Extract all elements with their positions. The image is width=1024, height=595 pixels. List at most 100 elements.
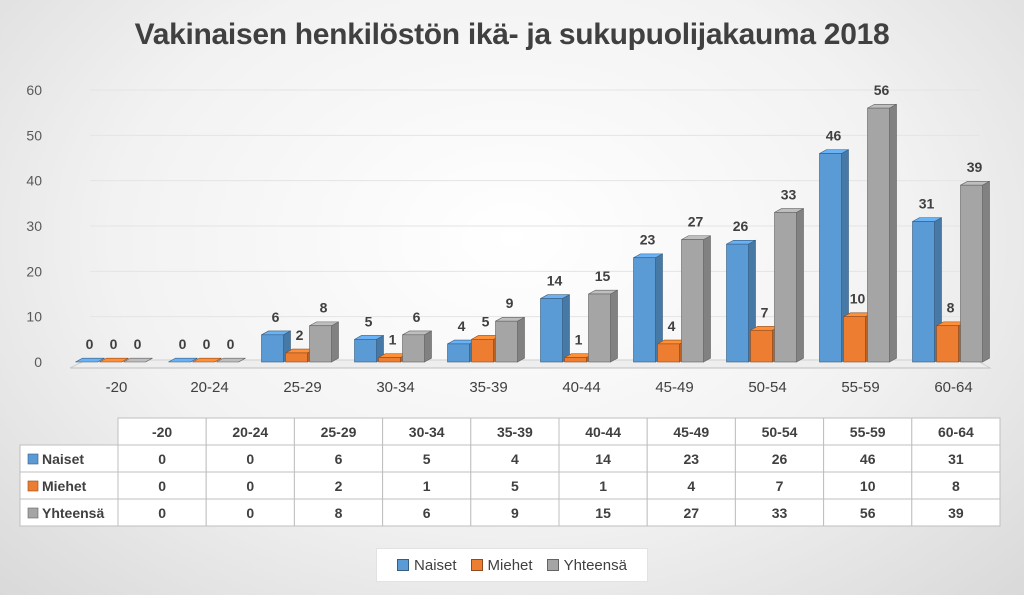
legend-item: Yhteensä (546, 556, 627, 574)
table-cell (293, 498, 384, 527)
y-tick-label: 40 (26, 173, 42, 189)
data-label: 1 (575, 331, 583, 347)
data-label: 10 (850, 291, 866, 307)
table-cell (646, 471, 736, 500)
data-label: 8 (947, 300, 955, 316)
bar (402, 330, 432, 363)
table-header-cell (646, 417, 736, 446)
table-cell-value: 0 (246, 505, 254, 521)
table-header-label: -20 (152, 424, 172, 440)
table-row-label: Miehet (42, 478, 87, 494)
table-header-label: 40-44 (585, 424, 621, 440)
bar (633, 253, 663, 363)
data-label: 9 (506, 295, 514, 311)
legend-item: Naiset (397, 557, 457, 574)
table-cell-value: 27 (684, 505, 700, 521)
table-header-label: 50-54 (762, 424, 798, 440)
table-cell (470, 471, 560, 500)
bar (774, 208, 804, 363)
legend-label: Naiset (414, 556, 457, 574)
bar (75, 357, 105, 363)
table-cell (382, 444, 472, 473)
data-label: 5 (482, 313, 490, 329)
bar (540, 294, 570, 363)
table-cell (117, 498, 207, 527)
table-cell (293, 444, 384, 473)
data-label: 4 (668, 318, 676, 334)
table-header-label: 20-24 (232, 424, 268, 440)
table-cell-value: 6 (423, 505, 431, 521)
bar (681, 235, 711, 363)
table-cell-value: 5 (511, 478, 519, 494)
table-cell (823, 444, 913, 473)
table-header-label: 35-39 (497, 424, 533, 440)
table-cell-value: 1 (423, 478, 431, 494)
table-header-cell (470, 417, 560, 446)
data-label: 0 (203, 336, 211, 352)
x-tick-label: 30-34 (376, 379, 414, 396)
bar (309, 321, 339, 363)
table-cell (382, 498, 472, 527)
data-label: 0 (227, 336, 235, 352)
table-cell-value: 56 (860, 505, 876, 521)
data-label: 0 (179, 336, 187, 352)
x-tick-label: -20 (106, 379, 128, 396)
table-cell (911, 444, 1001, 473)
legend-swatch (397, 559, 410, 571)
table-cell-value: 9 (511, 505, 519, 521)
table-cell-value: 8 (952, 478, 960, 494)
data-label: 46 (826, 127, 842, 143)
data-label: 2 (296, 327, 304, 343)
data-label: 27 (688, 214, 704, 230)
data-table: -20 20-24 25-29 30-34 35-39 40-44 45-49 50-54 55… (19, 417, 1001, 527)
table-cell (734, 471, 825, 500)
table-cell-value: 1 (599, 478, 607, 494)
table-legend-swatch (27, 507, 39, 519)
table-cell-value: 4 (687, 478, 695, 494)
table-header-label: 60-64 (938, 424, 974, 440)
bar (123, 357, 153, 363)
table-cell-value: 0 (246, 478, 254, 494)
x-tick-label: 35-39 (469, 379, 507, 396)
bar (216, 357, 246, 363)
data-label: 6 (413, 309, 421, 325)
x-tick-label: 25-29 (283, 379, 321, 396)
table-header-label: 30-34 (409, 424, 445, 440)
table-cell-value: 4 (511, 451, 519, 467)
table-header-cell (734, 417, 825, 446)
table-cell-value: 15 (595, 505, 611, 521)
table-cell-value: 6 (335, 451, 343, 467)
data-label: 0 (134, 336, 142, 352)
table-header-label: 45-49 (673, 424, 709, 440)
table-cell-value: 7 (776, 478, 784, 494)
table-cell (205, 471, 295, 500)
data-label: 39 (967, 159, 983, 175)
table-cell (734, 498, 825, 527)
data-label: 7 (761, 304, 769, 320)
legend-label: Yhteensä (563, 556, 627, 574)
table-cell (293, 471, 384, 500)
legend-label: Miehet (487, 556, 533, 574)
legend-item: Miehet (470, 556, 533, 574)
data-label: 15 (595, 268, 611, 284)
table-row-label: Yhteensä (42, 505, 104, 521)
bar (960, 180, 990, 363)
x-tick-label: 45-49 (655, 379, 693, 396)
table-header-cell (382, 417, 472, 446)
data-label: 33 (781, 186, 797, 202)
table-header-cell (205, 417, 295, 446)
x-tick-label: 55-59 (841, 379, 879, 396)
legend-swatch (470, 559, 483, 571)
x-tick-label: 50-54 (748, 379, 786, 396)
data-label: 4 (458, 318, 466, 334)
table-cell-value: 2 (335, 478, 343, 494)
table-cell-value: 8 (335, 505, 343, 521)
table-header-label: 55-59 (850, 424, 886, 440)
x-tick-label: 60-64 (934, 379, 972, 396)
bar (495, 316, 525, 363)
table-cell-value: 46 (860, 451, 876, 467)
table-cell (558, 471, 648, 500)
y-tick-label: 60 (26, 82, 42, 98)
y-tick-label: 10 (26, 309, 42, 325)
